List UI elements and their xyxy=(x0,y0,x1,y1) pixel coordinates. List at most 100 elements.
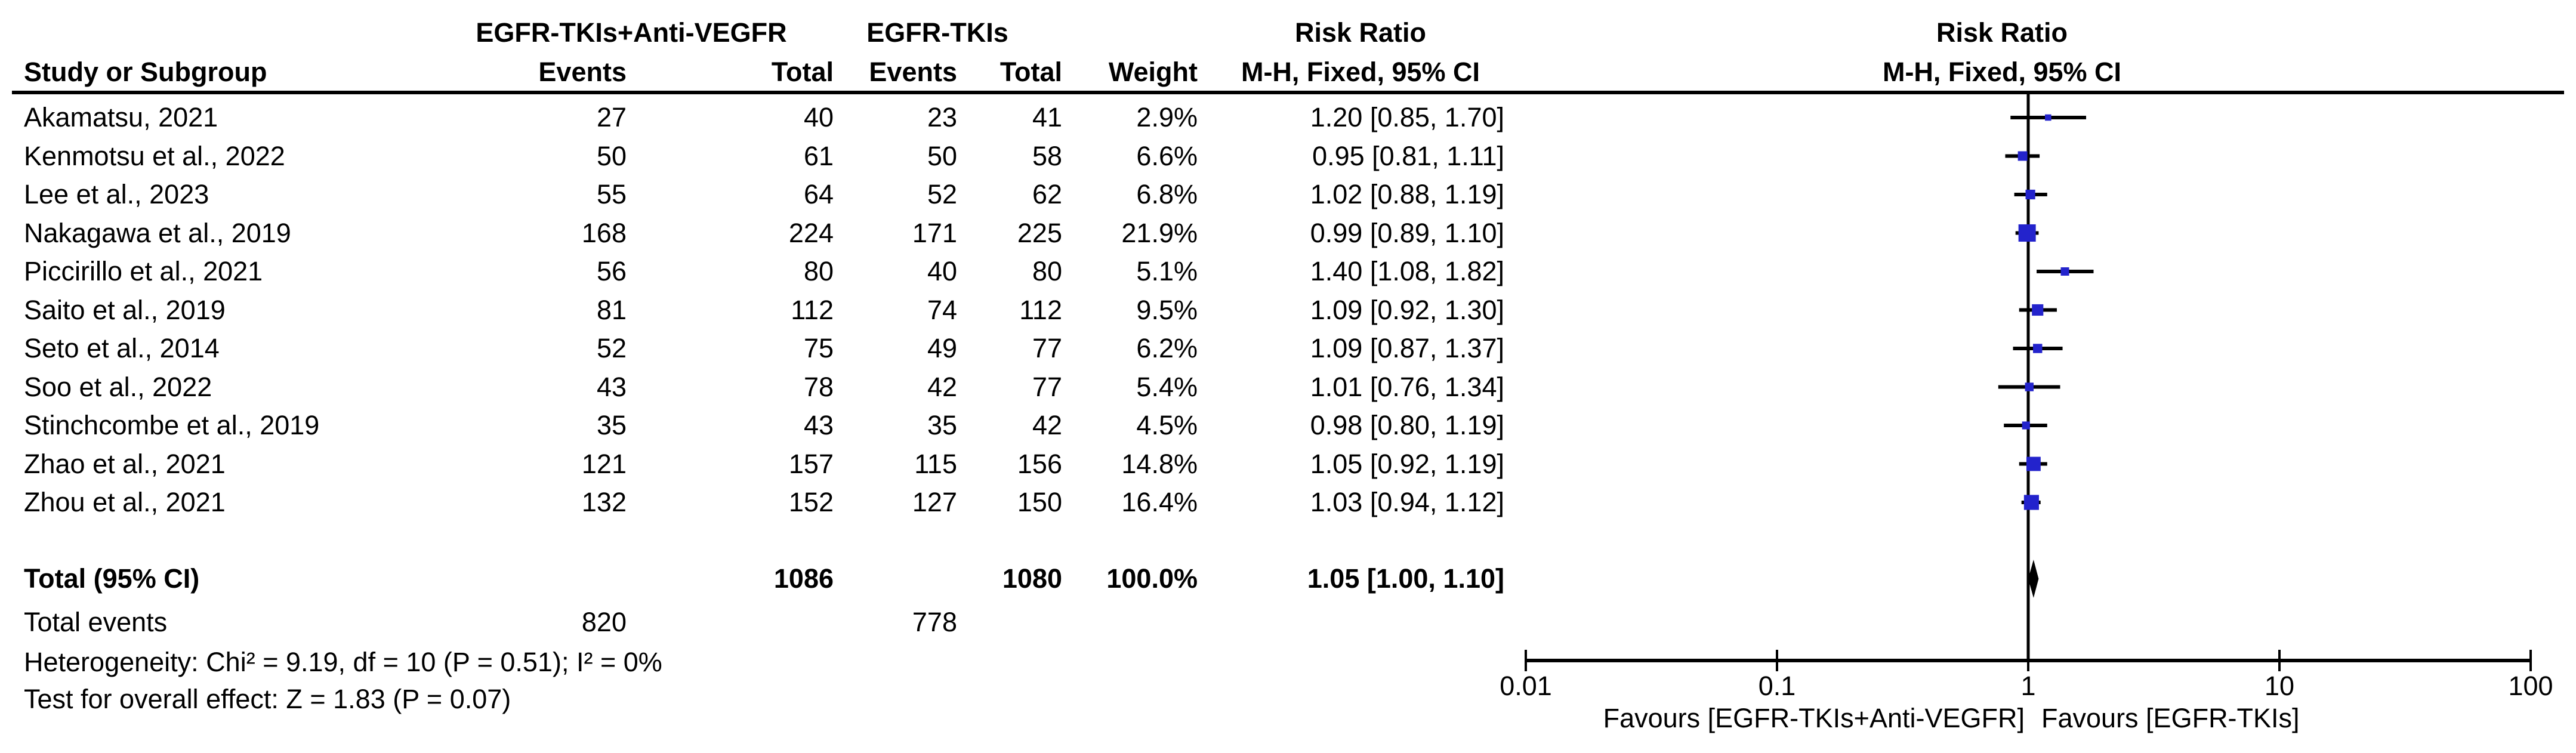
total-effect-diamond xyxy=(2028,560,2039,598)
total1-value: 224 xyxy=(788,217,834,248)
risk-ratio-ci-value: 1.40 [1.08, 1.82] xyxy=(1310,256,1504,286)
header-divider xyxy=(12,91,2564,94)
events2-value: 49 xyxy=(927,333,957,363)
study-row: Seto et al., 2014 52 75 49 77 6.2% 1.09 … xyxy=(0,329,2576,368)
axis-tick-label: 10 xyxy=(2264,671,2295,701)
study-label: Soo et al., 2022 xyxy=(24,371,212,402)
weight-value: 2.9% xyxy=(1136,102,1198,132)
total-events1: 820 xyxy=(581,607,627,637)
events1-value: 81 xyxy=(596,294,627,325)
total2-value: 150 xyxy=(1017,487,1062,517)
study-label: Lee et al., 2023 xyxy=(24,179,209,209)
col-method-header: M-H, Fixed, 95% CI xyxy=(1241,57,1480,87)
weight-value: 21.9% xyxy=(1121,217,1198,248)
risk-ratio-header: Risk Ratio xyxy=(1294,17,1427,48)
events2-value: 23 xyxy=(927,102,957,132)
effect-marker-square xyxy=(2033,344,2043,353)
study-label: Stinchcombe et al., 2019 xyxy=(24,410,320,440)
effect-marker-square xyxy=(2032,304,2044,316)
col-events2-header: Events xyxy=(869,57,957,87)
risk-ratio-ci-value: 1.02 [0.88, 1.19] xyxy=(1310,179,1504,209)
weight-value: 9.5% xyxy=(1136,294,1198,325)
total2-value: 77 xyxy=(1032,333,1062,363)
favours-left-label: Favours [EGFR-TKIs+Anti-VEGFR] xyxy=(1603,703,2025,733)
study-label: Seto et al., 2014 xyxy=(24,333,220,363)
total1-value: 112 xyxy=(791,294,834,325)
total-total2: 1080 xyxy=(1002,563,1062,594)
effect-marker-square xyxy=(2018,224,2036,242)
events2-value: 35 xyxy=(927,410,957,440)
axis-tick-label: 0.01 xyxy=(1500,671,1552,701)
group2-header: EGFR-TKIs xyxy=(866,17,1008,48)
col-total1-header: Total xyxy=(771,57,834,87)
group1-header: EGFR-TKIs+Anti-VEGFR xyxy=(476,17,787,48)
study-label: Nakagawa et al., 2019 xyxy=(24,217,291,248)
events2-value: 127 xyxy=(912,487,957,517)
axis-tick-label: 100 xyxy=(2508,671,2553,701)
weight-value: 6.6% xyxy=(1136,140,1198,171)
col-total2-header: Total xyxy=(999,57,1062,87)
effect-marker-square xyxy=(2017,151,2028,161)
events2-value: 50 xyxy=(927,140,957,171)
risk-ratio-ci-value: 0.95 [0.81, 1.11] xyxy=(1312,140,1504,171)
total1-value: 157 xyxy=(788,448,834,479)
study-label: Kenmotsu et al., 2022 xyxy=(24,140,285,171)
events1-value: 50 xyxy=(596,140,627,171)
effect-marker-square xyxy=(2025,382,2034,391)
total1-value: 64 xyxy=(803,179,834,209)
total2-value: 156 xyxy=(1017,448,1062,479)
effect-marker-square xyxy=(2022,421,2030,430)
study-row: Lee et al., 2023 55 64 52 62 6.8% 1.02 [… xyxy=(0,175,2576,214)
events2-value: 40 xyxy=(927,256,957,286)
total-events-row: Total events 820 778 xyxy=(0,603,2576,641)
study-row: Saito et al., 2019 81 112 74 112 9.5% 1.… xyxy=(0,291,2576,329)
plot-method-header: M-H, Fixed, 95% CI xyxy=(1882,57,2122,87)
plot-risk-ratio-header: Risk Ratio xyxy=(1936,17,2068,48)
study-row: Akamatsu, 2021 27 40 23 41 2.9% 1.20 [0.… xyxy=(0,98,2576,137)
total1-value: 40 xyxy=(803,102,834,132)
col-weight-header: Weight xyxy=(1108,57,1198,87)
total1-value: 43 xyxy=(803,410,834,440)
total1-value: 78 xyxy=(803,371,834,402)
events2-value: 171 xyxy=(912,217,957,248)
events2-value: 115 xyxy=(914,448,957,479)
study-row: Piccirillo et al., 2021 56 80 40 80 5.1%… xyxy=(0,252,2576,291)
risk-ratio-ci-value: 0.99 [0.89, 1.10] xyxy=(1310,217,1504,248)
events2-value: 52 xyxy=(927,179,957,209)
total-label: Total (95% CI) xyxy=(24,563,200,594)
study-row: Stinchcombe et al., 2019 35 43 35 42 4.5… xyxy=(0,406,2576,445)
study-label: Saito et al., 2019 xyxy=(24,294,226,325)
study-label: Zhou et al., 2021 xyxy=(24,487,226,517)
axis-tick-label: 1 xyxy=(2020,671,2036,701)
events1-value: 132 xyxy=(581,487,627,517)
events1-value: 121 xyxy=(581,448,627,479)
total1-value: 75 xyxy=(803,333,834,363)
risk-ratio-ci-value: 1.01 [0.76, 1.34] xyxy=(1310,371,1504,402)
study-row: Zhao et al., 2021 121 157 115 156 14.8% … xyxy=(0,445,2576,483)
events2-value: 74 xyxy=(927,294,957,325)
events1-value: 43 xyxy=(596,371,627,402)
weight-value: 5.4% xyxy=(1136,371,1198,402)
risk-ratio-ci-value: 1.20 [0.85, 1.70] xyxy=(1310,102,1504,132)
study-label: Akamatsu, 2021 xyxy=(24,102,218,132)
axis-tick-label: 0.1 xyxy=(1758,671,1796,701)
events1-value: 52 xyxy=(596,333,627,363)
study-label: Piccirillo et al., 2021 xyxy=(24,256,263,286)
study-label: Zhao et al., 2021 xyxy=(24,448,226,479)
total-weight: 100.0% xyxy=(1106,563,1198,594)
total1-value: 80 xyxy=(803,256,834,286)
study-row: Zhou et al., 2021 132 152 127 150 16.4% … xyxy=(0,483,2576,521)
weight-value: 6.8% xyxy=(1136,179,1198,209)
weight-value: 16.4% xyxy=(1121,487,1198,517)
effect-marker-square xyxy=(2060,267,2069,276)
heterogeneity-text: Heterogeneity: Chi² = 9.19, df = 10 (P =… xyxy=(24,647,662,677)
total1-value: 152 xyxy=(788,487,834,517)
events1-value: 56 xyxy=(596,256,627,286)
total2-value: 42 xyxy=(1032,410,1062,440)
total2-value: 77 xyxy=(1032,371,1062,402)
events1-value: 27 xyxy=(596,102,627,132)
study-row: Kenmotsu et al., 2022 50 61 50 58 6.6% 0… xyxy=(0,137,2576,175)
risk-ratio-ci-value: 1.09 [0.87, 1.37] xyxy=(1310,333,1504,363)
